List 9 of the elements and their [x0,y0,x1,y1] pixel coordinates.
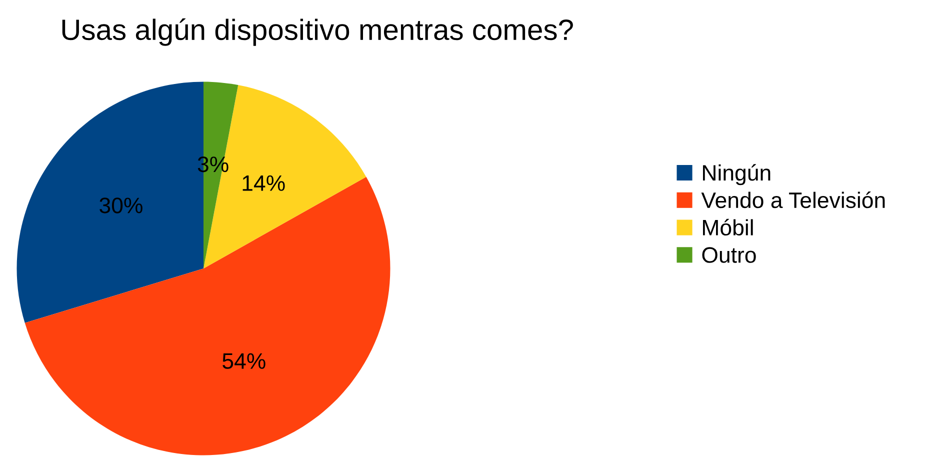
data-label: 30% [100,198,142,214]
legend-label: Ningún [703,164,770,186]
data-label: 54% [222,353,266,369]
pie-slice [24,176,390,456]
data-label: 14% [242,175,285,191]
chart-title: Usas algún dispositivo mentras comes? [62,18,573,46]
legend-label: Outro [702,247,756,263]
legend-label: Vendo a Televisión [701,192,885,208]
legend-label: Móbil [703,218,753,236]
